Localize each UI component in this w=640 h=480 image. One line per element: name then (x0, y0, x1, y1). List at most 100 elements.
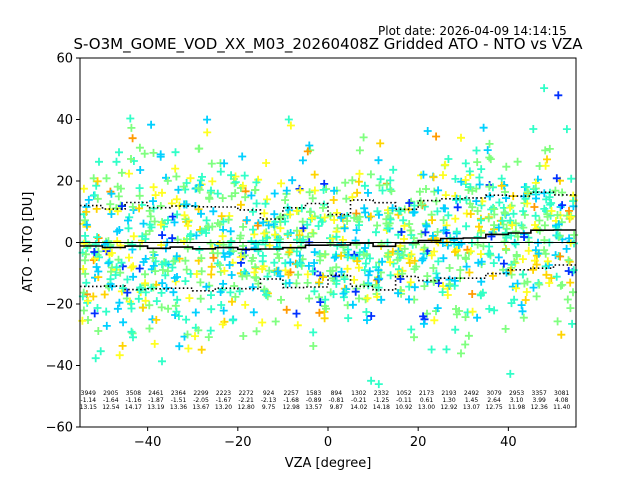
scatter-point (326, 212, 335, 220)
scatter-point (202, 282, 211, 291)
scatter-point (361, 244, 369, 252)
scatter-point (511, 240, 520, 249)
scatter-point (551, 186, 560, 195)
scatter-point (170, 218, 179, 227)
scatter-point (93, 194, 102, 203)
scatter-point (292, 247, 301, 256)
scatter-point (445, 280, 454, 289)
scatter-point (489, 259, 498, 268)
scatter-point (183, 330, 192, 339)
scatter-point (196, 176, 205, 185)
scatter-point (238, 152, 247, 161)
scatter-point (430, 316, 439, 325)
scatter-point (420, 282, 429, 291)
scatter-point (129, 333, 137, 342)
scatter-point (250, 268, 259, 277)
scatter-point (163, 176, 172, 185)
scatter-point (292, 279, 301, 288)
scatter-point (475, 180, 484, 189)
scatter-point (111, 271, 120, 279)
scatter-point (486, 155, 495, 164)
scatter-point (461, 313, 470, 322)
scatter-point (151, 267, 160, 276)
bin-count-label: 2173 (419, 390, 434, 397)
bin-std-label: 12.75 (486, 404, 503, 411)
scatter-point (147, 283, 156, 292)
scatter-point (332, 263, 341, 272)
scatter-point (547, 199, 556, 207)
scatter-point (494, 253, 503, 262)
bin-statistics-annotations: 3949-1.1413.152905-1.6412.543508-1.1614.… (80, 390, 571, 411)
scatter-point (127, 123, 136, 132)
scatter-point (172, 307, 181, 316)
scatter-point (310, 170, 319, 179)
scatter-point (529, 125, 538, 133)
mean-step-line (80, 229, 576, 251)
upper-std-step-line (80, 191, 576, 220)
scatter-point (213, 249, 222, 258)
bin-mean-label: 2.64 (487, 397, 501, 404)
scatter-point (310, 259, 319, 267)
scatter-point (558, 201, 567, 210)
scatter-point (115, 351, 124, 360)
scatter-point (529, 265, 538, 274)
scatter-point (102, 174, 111, 183)
scatter-point (429, 264, 438, 272)
scatter-point (498, 216, 507, 225)
scatter-point (112, 263, 121, 272)
scatter-point (451, 214, 460, 223)
scatter-point (541, 161, 550, 170)
scatter-point (82, 220, 91, 229)
scatter-point (169, 288, 178, 297)
scatter-point (163, 267, 172, 276)
scatter-point (398, 269, 407, 278)
scatter-point (79, 184, 88, 193)
bin-mean-label: -0.89 (306, 397, 322, 404)
scatter-point (340, 224, 349, 233)
scatter-point (432, 132, 441, 141)
scatter-point (94, 267, 103, 276)
scatter-point (360, 266, 369, 275)
scatter-point (303, 270, 312, 279)
scatter-point (146, 212, 155, 221)
scatter-point (543, 210, 552, 219)
scatter-point (113, 304, 122, 313)
scatter-point (196, 294, 205, 303)
scatter-point (350, 275, 359, 284)
scatter-point (500, 237, 509, 246)
bin-mean-label: -1.68 (283, 397, 299, 404)
scatter-point (263, 292, 272, 301)
scatter-point (451, 174, 460, 183)
scatter-point (450, 276, 459, 285)
scatter-point (475, 222, 483, 231)
scatter-point (316, 298, 325, 307)
scatter-point (320, 213, 329, 222)
scatter-point (197, 227, 206, 236)
scatter-point (545, 279, 554, 287)
scatter-point (382, 219, 391, 228)
scatter-point (472, 184, 481, 193)
scatter-point (197, 209, 205, 218)
scatter-point (158, 357, 166, 366)
scatter-point (465, 167, 474, 176)
scatter-point (254, 240, 263, 249)
scatter-point (79, 306, 88, 315)
scatter-point (343, 217, 352, 225)
scatter-point (258, 251, 267, 260)
scatter-point (421, 228, 430, 237)
scatter-point (322, 304, 330, 313)
scatter-point (286, 121, 295, 130)
bin-mean-label: -0.11 (396, 397, 412, 404)
scatter-point (439, 171, 447, 180)
bin-std-label: 12.80 (238, 404, 255, 411)
scatter-point (483, 146, 492, 155)
scatter-point (273, 250, 282, 259)
scatter-point (218, 194, 227, 203)
scatter-point (141, 254, 150, 263)
scatter-point (552, 272, 561, 281)
scatter-point (161, 258, 170, 267)
bin-std-label: 12.54 (102, 404, 119, 411)
bin-count-label: 2193 (441, 390, 456, 397)
bin-std-label: 13.20 (215, 404, 232, 411)
scatter-point (239, 222, 248, 231)
